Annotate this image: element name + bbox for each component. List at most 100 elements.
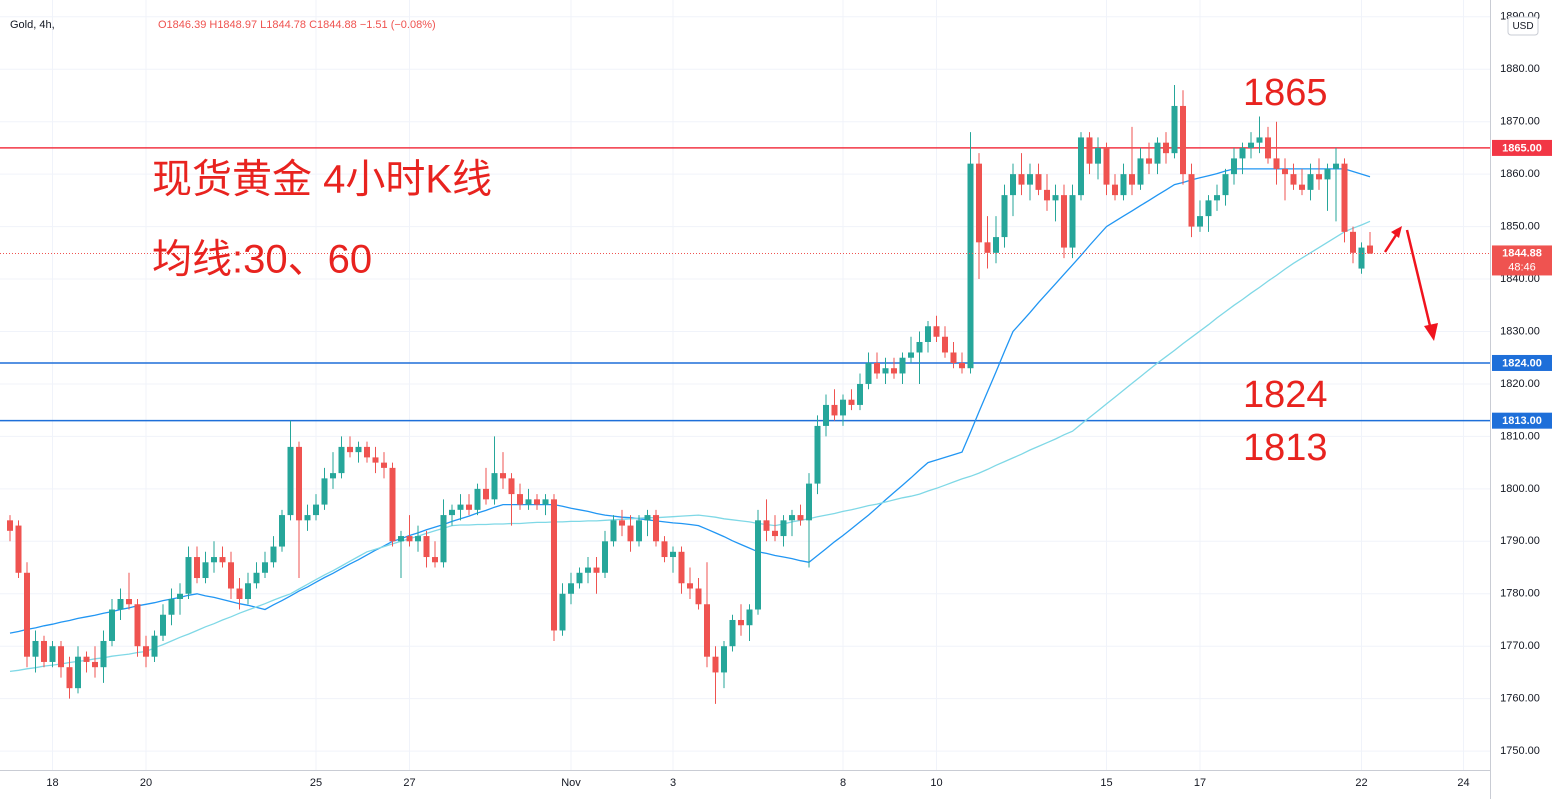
candle-body <box>729 619 736 647</box>
candle-body <box>49 646 56 662</box>
candle-body <box>542 499 549 505</box>
candle-body <box>976 163 982 243</box>
candle-body <box>882 368 889 374</box>
arrow-up-head <box>1391 226 1402 238</box>
candle-body <box>177 593 183 600</box>
x-tick-label: 18 <box>46 777 58 789</box>
candle-body <box>287 446 294 516</box>
candle-body <box>1290 174 1297 185</box>
y-tick-label: 1870.00 <box>1500 116 1540 128</box>
candle-body <box>738 619 744 626</box>
candle-body <box>1052 195 1059 201</box>
candle-body <box>1248 142 1254 148</box>
candle-body <box>423 536 430 558</box>
candle-body <box>865 362 872 384</box>
y-tick-label: 1760.00 <box>1500 693 1540 705</box>
symbol-label: Gold, 4h, <box>10 19 55 31</box>
candle-body <box>568 583 574 594</box>
currency-label[interactable]: USD <box>1512 21 1533 32</box>
candle-body <box>874 362 880 374</box>
candle-body <box>347 446 353 453</box>
candle-body <box>559 593 566 631</box>
candle-body <box>933 326 940 337</box>
y-tick-label: 1830.00 <box>1500 325 1540 337</box>
candle-body <box>925 326 931 342</box>
x-tick-label: 24 <box>1457 777 1469 789</box>
candle-body <box>279 515 285 547</box>
candle-body <box>41 640 47 662</box>
candle-body <box>355 446 362 453</box>
candle-body <box>1231 158 1237 175</box>
ohlc-label: O1846.39 H1848.97 L1844.78 C1844.88 −1.5… <box>158 19 436 31</box>
candle-body <box>1180 105 1186 175</box>
candle-body <box>1214 195 1220 201</box>
candle-body <box>381 462 387 468</box>
annotation: 现货黄金 4小时K线 <box>152 158 492 202</box>
candle-body <box>1307 174 1314 190</box>
candle-body <box>1205 200 1212 217</box>
x-tick-label: 20 <box>140 777 152 789</box>
candle-body <box>636 520 642 542</box>
candle-body <box>1367 245 1373 254</box>
candle-body <box>24 572 30 657</box>
candle-body <box>755 520 761 610</box>
x-tick-label: 10 <box>930 777 942 789</box>
y-tick-label: 1800.00 <box>1500 483 1540 495</box>
x-tick-label: 8 <box>840 777 846 789</box>
candle-body <box>338 446 345 474</box>
arrow-down-head <box>1424 323 1438 341</box>
annotation: 1824 <box>1243 374 1328 416</box>
annotation: 均线:30、60 <box>152 238 372 282</box>
candle-body <box>942 336 948 353</box>
marks-layer <box>0 84 1490 704</box>
candle-body <box>627 525 634 542</box>
candle-body <box>593 567 600 573</box>
candle-body <box>831 404 838 416</box>
candle-body <box>66 667 73 689</box>
candle-body <box>534 499 540 505</box>
candle-body <box>517 494 523 505</box>
candle-body <box>780 520 787 537</box>
candle-body <box>576 572 583 584</box>
candle-body <box>1018 174 1025 185</box>
candle-body <box>857 383 863 405</box>
candle-body <box>610 520 617 542</box>
annotation: 1865 <box>1243 72 1328 114</box>
candle-body <box>1103 147 1110 185</box>
candle-body <box>1086 137 1093 164</box>
annotation: 1813 <box>1243 427 1328 469</box>
candle-body <box>168 599 175 615</box>
candle-body <box>848 399 855 405</box>
currency-badge[interactable] <box>1507 16 1539 36</box>
candle-body <box>1146 158 1152 164</box>
candle-body <box>296 446 302 521</box>
candle-body <box>950 352 957 363</box>
last-price-label: 1844.88 <box>1502 247 1542 259</box>
candle-body <box>1044 189 1050 201</box>
candle-body <box>814 425 821 484</box>
candle-body <box>1035 174 1042 190</box>
candle-body <box>993 237 999 253</box>
x-tick-label: 22 <box>1355 777 1367 789</box>
candle-body <box>134 604 141 647</box>
candle-body <box>372 457 379 463</box>
candle-body <box>457 504 464 510</box>
candle-body <box>32 640 39 657</box>
candle-body <box>687 583 693 589</box>
candle-body <box>619 520 625 526</box>
candle-body <box>160 614 166 636</box>
candle-body <box>1171 105 1178 154</box>
candle-body <box>313 504 319 516</box>
candle-body <box>763 520 770 531</box>
candle-body <box>1154 142 1161 164</box>
candle-body <box>117 599 124 610</box>
candle-body <box>806 483 812 521</box>
candle-body <box>712 656 719 673</box>
candle-body <box>661 541 668 558</box>
candle-body <box>92 661 98 668</box>
candle-body <box>83 656 90 662</box>
x-tick-label: 15 <box>1100 777 1112 789</box>
candle-body <box>449 509 455 516</box>
